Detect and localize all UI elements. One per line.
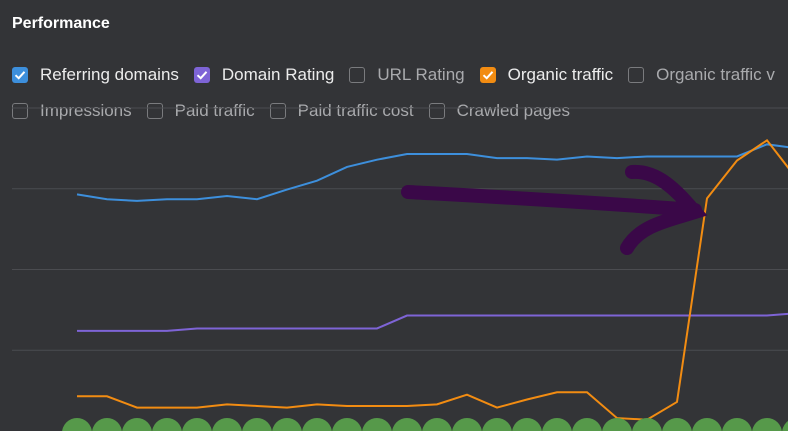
filter-label: Impressions bbox=[40, 101, 132, 120]
event-dot bbox=[782, 421, 788, 431]
event-dot bbox=[542, 418, 572, 431]
event-dot bbox=[422, 418, 452, 431]
panel-title: Performance bbox=[12, 15, 110, 32]
filter-label: Domain Rating bbox=[221, 65, 335, 84]
checkbox bbox=[193, 67, 210, 83]
event-dot bbox=[362, 418, 392, 431]
series-line bbox=[77, 312, 788, 332]
filter-label: Organic traffic v bbox=[656, 65, 775, 84]
checkbox bbox=[146, 103, 163, 119]
filter-label: Organic traffic bbox=[507, 65, 614, 84]
filter-checkbox[interactable]: Paid traffic cost bbox=[269, 100, 414, 122]
filter-label: Paid traffic cost bbox=[297, 101, 414, 120]
event-dot bbox=[692, 418, 722, 431]
filter-checkbox[interactable]: Organic traffic v bbox=[628, 64, 775, 86]
filter-row: Impressions Paid traffic Paid traffic cost… bbox=[12, 100, 585, 122]
filter-checkbox[interactable]: Referring domains bbox=[12, 64, 179, 86]
filter-checkbox[interactable]: Organic traffic bbox=[479, 64, 614, 86]
event-dot bbox=[572, 418, 602, 431]
event-dot bbox=[722, 418, 752, 431]
checkbox bbox=[12, 67, 28, 83]
check-icon bbox=[482, 71, 493, 80]
filter-checkbox[interactable]: Domain Rating bbox=[193, 64, 335, 86]
check-icon bbox=[196, 71, 208, 80]
check-icon bbox=[14, 71, 26, 80]
filter-label: URL Rating bbox=[377, 65, 465, 84]
event-dot bbox=[392, 418, 422, 431]
hand-drawn-arrow bbox=[401, 164, 708, 255]
event-dot bbox=[632, 418, 662, 431]
filter-label: Paid traffic bbox=[174, 101, 255, 120]
event-dot bbox=[752, 418, 782, 431]
checkbox bbox=[349, 67, 366, 83]
filter-label: Crawled pages bbox=[456, 101, 570, 120]
filter-checkbox[interactable]: URL Rating bbox=[349, 64, 465, 86]
series-line bbox=[76, 143, 788, 202]
filter-checkbox[interactable]: Paid traffic bbox=[146, 100, 255, 122]
filter-label: Referring domains bbox=[40, 65, 179, 84]
checkbox bbox=[428, 103, 445, 119]
filter-checkbox[interactable]: Crawled pages bbox=[428, 100, 570, 122]
event-dot bbox=[302, 418, 332, 431]
event-dot bbox=[482, 418, 512, 431]
event-dot bbox=[182, 418, 212, 431]
event-dot bbox=[662, 418, 692, 431]
checkbox bbox=[628, 67, 645, 83]
checkbox bbox=[12, 103, 28, 119]
checkbox bbox=[479, 67, 496, 83]
series-line bbox=[77, 138, 788, 421]
event-dot bbox=[512, 418, 542, 431]
event-dot bbox=[242, 418, 272, 431]
filter-row: Referring domains Domain Rating URL Rating… bbox=[12, 64, 788, 86]
event-dot bbox=[212, 418, 242, 431]
event-dot bbox=[272, 418, 302, 431]
event-dot bbox=[602, 418, 632, 431]
event-dot bbox=[92, 418, 122, 431]
event-dot bbox=[122, 418, 152, 431]
event-dot bbox=[452, 418, 482, 431]
checkbox bbox=[269, 103, 286, 119]
event-dot bbox=[332, 418, 362, 431]
event-dot bbox=[62, 418, 92, 431]
filter-checkbox[interactable]: Impressions bbox=[12, 100, 132, 122]
event-dot bbox=[152, 418, 182, 431]
